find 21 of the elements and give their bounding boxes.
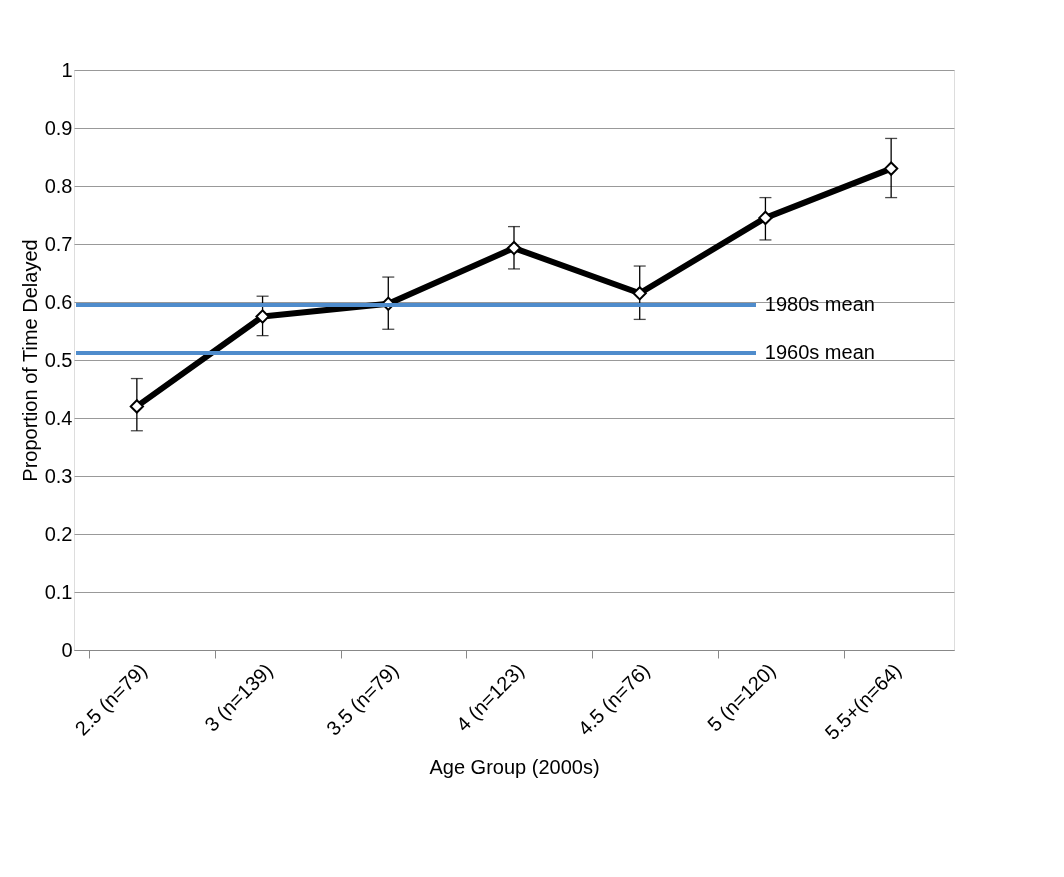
x-axis-title: Age Group (2000s) xyxy=(429,755,600,778)
y-axis-title: Proportion of Time Delayed xyxy=(18,239,41,482)
y-tick-label: 0 xyxy=(61,638,73,661)
y-tick-label: 0.8 xyxy=(44,174,73,197)
y-tick-label: 0.7 xyxy=(44,232,73,255)
ref-line-label: 1960s mean xyxy=(764,341,875,364)
point xyxy=(632,286,647,301)
point xyxy=(129,399,144,414)
y-tick-label: 0.9 xyxy=(44,116,73,139)
y-tick-label: 0.6 xyxy=(44,290,73,313)
y-tick-label: 0.2 xyxy=(44,522,73,545)
point xyxy=(506,240,522,256)
y-tick-label: 0.1 xyxy=(44,580,73,603)
y-tick-label: 0.4 xyxy=(44,406,73,429)
point xyxy=(255,309,270,324)
point xyxy=(884,161,899,176)
ref-line-label: 1980s mean xyxy=(764,292,875,315)
y-tick-label: 0.5 xyxy=(44,348,73,371)
y-tick-label: 0.3 xyxy=(44,464,73,487)
y-tick-label: 1 xyxy=(61,58,73,81)
point xyxy=(758,210,773,226)
